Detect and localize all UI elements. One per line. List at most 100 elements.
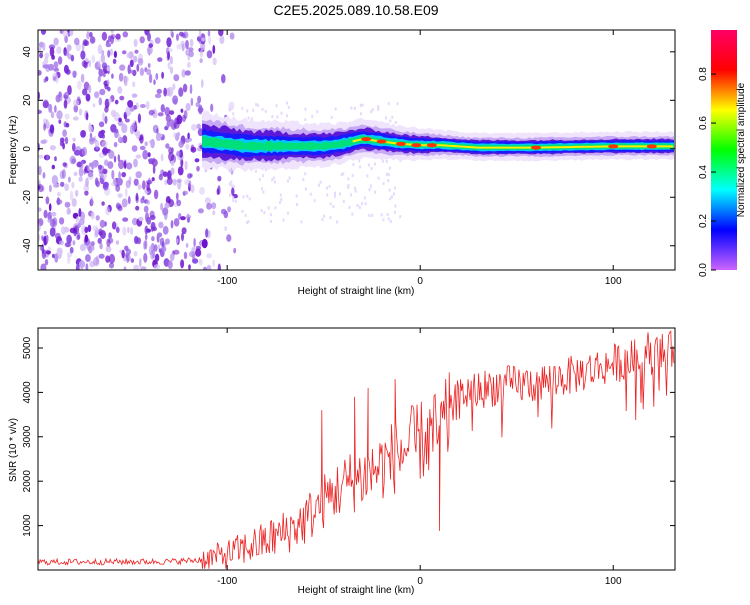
noise-blob — [102, 181, 109, 191]
noise-blob — [64, 201, 71, 208]
noise-blob — [53, 76, 57, 81]
faint-dot — [332, 205, 335, 209]
noise-blob — [101, 201, 105, 206]
noise-blob — [85, 254, 91, 263]
noise-blob — [186, 137, 193, 143]
noise-blob — [133, 178, 139, 186]
faint-dot — [267, 206, 270, 210]
noise-blob — [42, 100, 49, 109]
noise-blob — [121, 50, 127, 55]
noise-blob — [105, 255, 110, 263]
faint-dot — [304, 172, 307, 176]
noise-blob — [200, 42, 206, 51]
noise-blob — [97, 44, 103, 55]
noise-blob — [144, 239, 148, 250]
noise-blob — [177, 166, 184, 176]
faint-dot — [279, 201, 281, 205]
noise-blob — [72, 142, 76, 152]
faint-dot — [244, 213, 247, 217]
noise-blob — [108, 253, 115, 264]
faint-dot — [361, 202, 363, 206]
chart-title: C2E5.2025.089.10.58.E09 — [273, 2, 438, 18]
noise-blob — [71, 198, 77, 207]
noise-blob — [73, 171, 78, 177]
noise-blob — [181, 43, 185, 52]
noise-blob — [166, 120, 170, 128]
noise-blob — [97, 59, 101, 68]
noise-blob — [118, 133, 121, 143]
noise-blob — [48, 103, 53, 114]
faint-dot — [399, 215, 402, 219]
noise-blob — [69, 227, 76, 234]
noise-blob — [85, 263, 89, 270]
faint-dot — [382, 218, 385, 222]
noise-blob — [70, 54, 75, 62]
faint-dot — [340, 173, 343, 177]
noise-blob — [106, 66, 111, 72]
noise-blob — [157, 112, 164, 117]
noise-blob — [102, 112, 105, 122]
noise-blob — [218, 30, 224, 37]
noise-blob — [107, 35, 112, 42]
noise-blob — [82, 88, 88, 96]
noise-blob — [137, 58, 144, 66]
faint-dot — [228, 168, 231, 172]
noise-blob — [104, 115, 108, 124]
noise-blob — [114, 128, 119, 134]
noise-blob — [143, 252, 148, 263]
noise-blob — [43, 236, 47, 246]
faint-dot — [363, 196, 366, 200]
noise-blob — [127, 196, 131, 205]
faint-dot — [246, 221, 249, 224]
noise-blob — [127, 226, 130, 234]
noise-blob — [176, 33, 179, 41]
noise-blob — [178, 87, 184, 97]
faint-dot — [247, 116, 250, 120]
noise-blob — [146, 200, 151, 205]
noise-blob — [126, 52, 131, 58]
noise-blob — [104, 159, 109, 166]
noise-blob — [219, 35, 225, 45]
noise-blob — [156, 88, 162, 94]
noise-blob — [98, 97, 103, 106]
faint-dot — [231, 167, 234, 171]
noise-blob — [233, 247, 237, 254]
noise-blob — [54, 253, 59, 263]
noise-blob — [131, 122, 137, 132]
signal-core — [352, 138, 674, 149]
noise-blob — [113, 50, 117, 59]
noise-blob — [193, 237, 196, 248]
faint-dot — [356, 204, 359, 207]
faint-dot — [304, 107, 307, 111]
noise-blob — [153, 189, 159, 200]
noise-blob — [85, 93, 91, 102]
faint-dot — [288, 176, 291, 180]
x-tick-label: 0 — [417, 576, 423, 587]
noise-blob — [172, 178, 177, 186]
faint-dot — [381, 159, 384, 163]
faint-dot — [359, 103, 362, 107]
noise-blob — [101, 62, 108, 70]
noise-blob — [126, 162, 133, 170]
noise-blob — [185, 39, 189, 50]
noise-blob — [157, 232, 163, 238]
noise-blob — [118, 72, 124, 82]
noise-blob — [156, 128, 159, 134]
noise-blob — [146, 216, 152, 225]
noise-blob — [201, 238, 208, 249]
noise-blob — [56, 192, 61, 197]
faint-dot — [242, 195, 245, 199]
faint-dot — [347, 177, 350, 181]
noise-blob — [196, 123, 201, 130]
snr-x-label: Height of straight line (km) — [298, 585, 415, 596]
noise-blob — [89, 31, 93, 38]
noise-blob — [115, 240, 119, 245]
noise-blob — [142, 196, 145, 201]
noise-blob — [169, 66, 174, 74]
noise-blob — [54, 232, 61, 239]
noise-blob — [185, 103, 191, 111]
faint-dot — [255, 103, 258, 106]
faint-dot — [351, 212, 354, 216]
noise-blob — [137, 113, 141, 124]
